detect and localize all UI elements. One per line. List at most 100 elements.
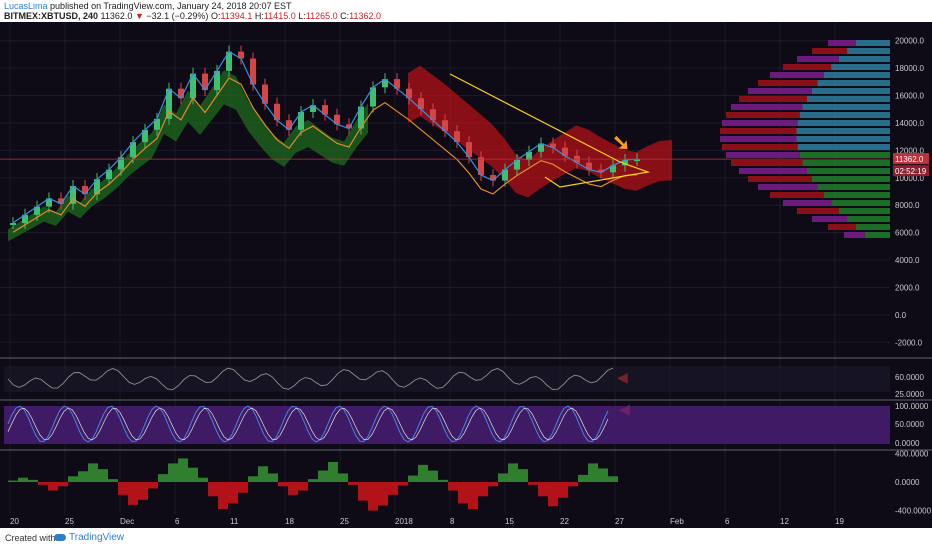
macd-bar: [218, 482, 228, 510]
y-tick-label: -2000.0: [895, 338, 923, 347]
macd-bar: [358, 482, 368, 501]
created-with-text: Created with: [5, 533, 56, 543]
candle-body: [226, 51, 232, 71]
candle-body: [610, 165, 616, 173]
countdown-tag: [893, 165, 929, 177]
chart-area[interactable]: ➘◀◀ 20000.018000.016000.014000.012000.01…: [0, 22, 932, 528]
volume-profile-bar: [758, 80, 818, 86]
candle-body: [94, 179, 100, 195]
stoch-d-line: [7, 407, 609, 441]
volume-profile-bar: [855, 224, 890, 230]
volume-profile-bar: [812, 216, 848, 222]
chart-canvas[interactable]: ➘◀◀ 20000.018000.016000.014000.012000.01…: [0, 22, 932, 528]
candle-body: [334, 114, 340, 125]
volume-profile-bar: [855, 40, 890, 46]
macd-bar: [88, 463, 98, 482]
candle-body: [10, 223, 16, 226]
volume-profile-bar: [783, 200, 832, 206]
y-tick-label: 16000.0: [895, 92, 924, 101]
volume-profile-bar: [758, 184, 818, 190]
candle-body: [70, 186, 76, 204]
candle-body: [34, 206, 40, 215]
cloud-green: [8, 70, 368, 242]
ohlc-o: 11394.1: [220, 11, 253, 21]
macd-bar: [338, 473, 348, 482]
chart-header: LucasLima published on TradingView.com, …: [0, 0, 932, 22]
volume-profile-bar: [731, 104, 803, 110]
macd-bar: [548, 482, 558, 507]
macd-tick-label: 0.0000: [895, 478, 920, 487]
volume-profile-bar: [796, 136, 890, 142]
y-tick-label: 2000.0: [895, 283, 920, 292]
ohlc-l: 11265.0: [305, 11, 338, 21]
macd-bar: [228, 482, 238, 504]
ma-orange-line: [12, 77, 638, 233]
candle-body: [322, 105, 328, 115]
macd-bar: [258, 466, 268, 482]
macd-bar: [98, 469, 108, 482]
macd-bar: [58, 482, 68, 487]
change-value: −32.1 (−0.29%): [146, 11, 209, 21]
y-tick-label: 0.0: [895, 311, 907, 320]
candle-body: [478, 157, 484, 176]
macd-bar: [488, 482, 498, 487]
candle-body: [22, 214, 28, 224]
published-text: published on TradingView.com, January 24…: [50, 1, 292, 11]
volume-profile-bar: [748, 88, 812, 94]
candle-body: [454, 131, 460, 143]
author-link[interactable]: LucasLima: [4, 1, 48, 11]
volume-profile-bar: [831, 64, 890, 70]
volume-profile-bar: [799, 152, 890, 158]
candle-body: [466, 142, 472, 158]
macd-bar: [448, 482, 458, 491]
macd-bar: [368, 482, 378, 511]
macd-bar: [438, 479, 448, 482]
volume-profile-bar: [720, 128, 797, 134]
x-tick-label: 6: [175, 517, 180, 526]
candle-body: [418, 98, 424, 110]
volume-profile-bar: [828, 40, 856, 46]
macd-bar: [348, 482, 358, 485]
candle-body: [562, 147, 568, 156]
stoch-k-line: [7, 405, 609, 443]
ichimoku-cloud: [8, 65, 672, 242]
x-tick-label: 20: [10, 517, 19, 526]
y-tick-label: 8000.0: [895, 201, 920, 210]
macd-bar: [18, 477, 28, 482]
ohlc-o-label: O:: [210, 11, 221, 21]
y-tick-label: 12000.0: [895, 146, 924, 155]
volume-profile-bar: [783, 64, 832, 70]
candle-body: [142, 129, 148, 143]
last-price-tag: [893, 153, 929, 165]
ohlc-c-label: C:: [340, 11, 350, 21]
y-tick-label: 10000.0: [895, 174, 924, 183]
x-tick-label: Dec: [120, 517, 134, 526]
macd-bar: [608, 476, 618, 482]
candle-body: [598, 169, 604, 173]
candle-body: [370, 87, 376, 107]
volume-profile-bar: [726, 112, 800, 118]
rsi-line: [7, 367, 614, 391]
candle-body: [622, 159, 628, 166]
macd-bar: [178, 458, 188, 482]
x-tick-label: 25: [340, 517, 349, 526]
candle-body: [358, 106, 364, 129]
macd-bar: [148, 482, 158, 489]
price-series: [10, 45, 640, 233]
ohlc-c: 11362.0: [349, 11, 382, 21]
orange-arrow-icon: ➘: [612, 130, 630, 155]
macd-bar: [308, 479, 318, 482]
macd-bar: [128, 482, 138, 505]
cloud-icon: [54, 533, 66, 541]
macd-bar: [168, 463, 178, 482]
candle-body: [634, 159, 640, 162]
tradingview-logo[interactable]: TradingView: [54, 532, 124, 543]
volume-profile-bar: [797, 208, 839, 214]
macd-bar: [458, 482, 468, 504]
candle-body: [118, 157, 124, 170]
volume-profile-bar: [811, 176, 890, 182]
macd-bar: [298, 482, 308, 491]
y-tick-label: 18000.0: [895, 64, 924, 73]
volume-profile: [720, 40, 890, 238]
